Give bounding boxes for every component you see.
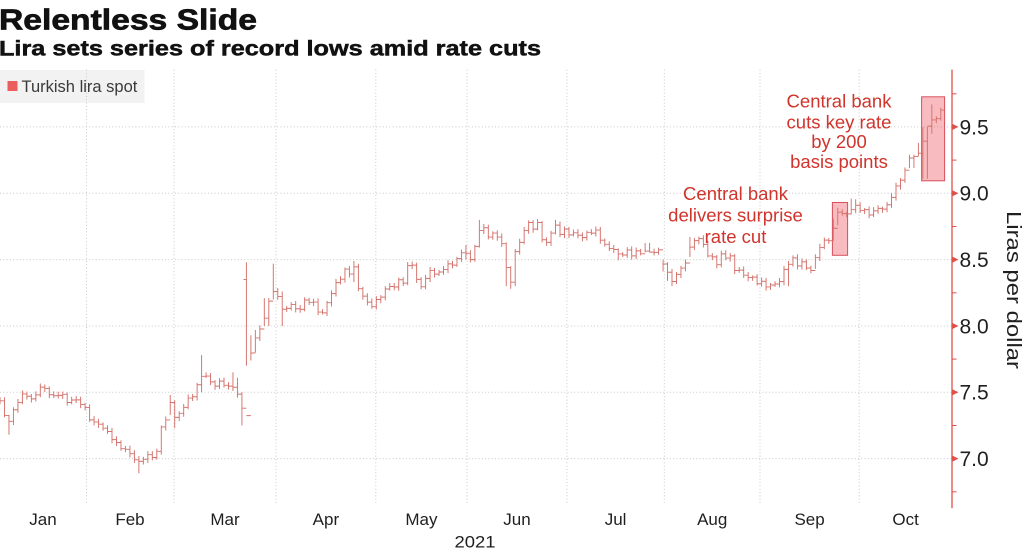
svg-text:rate cut: rate cut <box>705 226 767 247</box>
svg-text:8.5: 8.5 <box>960 249 989 272</box>
svg-text:Lira sets series of record low: Lira sets series of record lows amid rat… <box>0 37 541 61</box>
svg-text:9.5: 9.5 <box>960 116 989 139</box>
svg-text:8.0: 8.0 <box>960 315 989 338</box>
svg-text:May: May <box>405 510 438 529</box>
svg-text:7.5: 7.5 <box>960 382 989 405</box>
svg-text:2021: 2021 <box>455 533 496 552</box>
svg-text:Central bank: Central bank <box>787 91 893 112</box>
svg-text:7.0: 7.0 <box>960 448 989 471</box>
svg-text:Jul: Jul <box>605 510 627 529</box>
svg-text:Oct: Oct <box>892 510 919 529</box>
svg-text:Aug: Aug <box>697 510 727 529</box>
svg-text:Liras per dollar: Liras per dollar <box>1002 211 1024 369</box>
svg-text:Central bank: Central bank <box>683 183 789 204</box>
svg-text:Turkish lira spot: Turkish lira spot <box>22 78 138 96</box>
svg-text:Sep: Sep <box>794 510 824 529</box>
svg-text:Jan: Jan <box>29 510 56 529</box>
svg-text:cuts key rate: cuts key rate <box>787 112 892 133</box>
svg-text:Mar: Mar <box>210 510 240 529</box>
svg-text:Feb: Feb <box>115 510 144 529</box>
svg-text:delivers surprise: delivers surprise <box>668 205 803 226</box>
svg-text:9.0: 9.0 <box>960 183 989 206</box>
svg-text:Jun: Jun <box>503 510 530 529</box>
svg-text:Relentless Slide: Relentless Slide <box>0 5 257 37</box>
svg-text:by 200: by 200 <box>811 131 867 152</box>
svg-text:basis points: basis points <box>790 151 888 172</box>
svg-text:Apr: Apr <box>313 510 340 529</box>
